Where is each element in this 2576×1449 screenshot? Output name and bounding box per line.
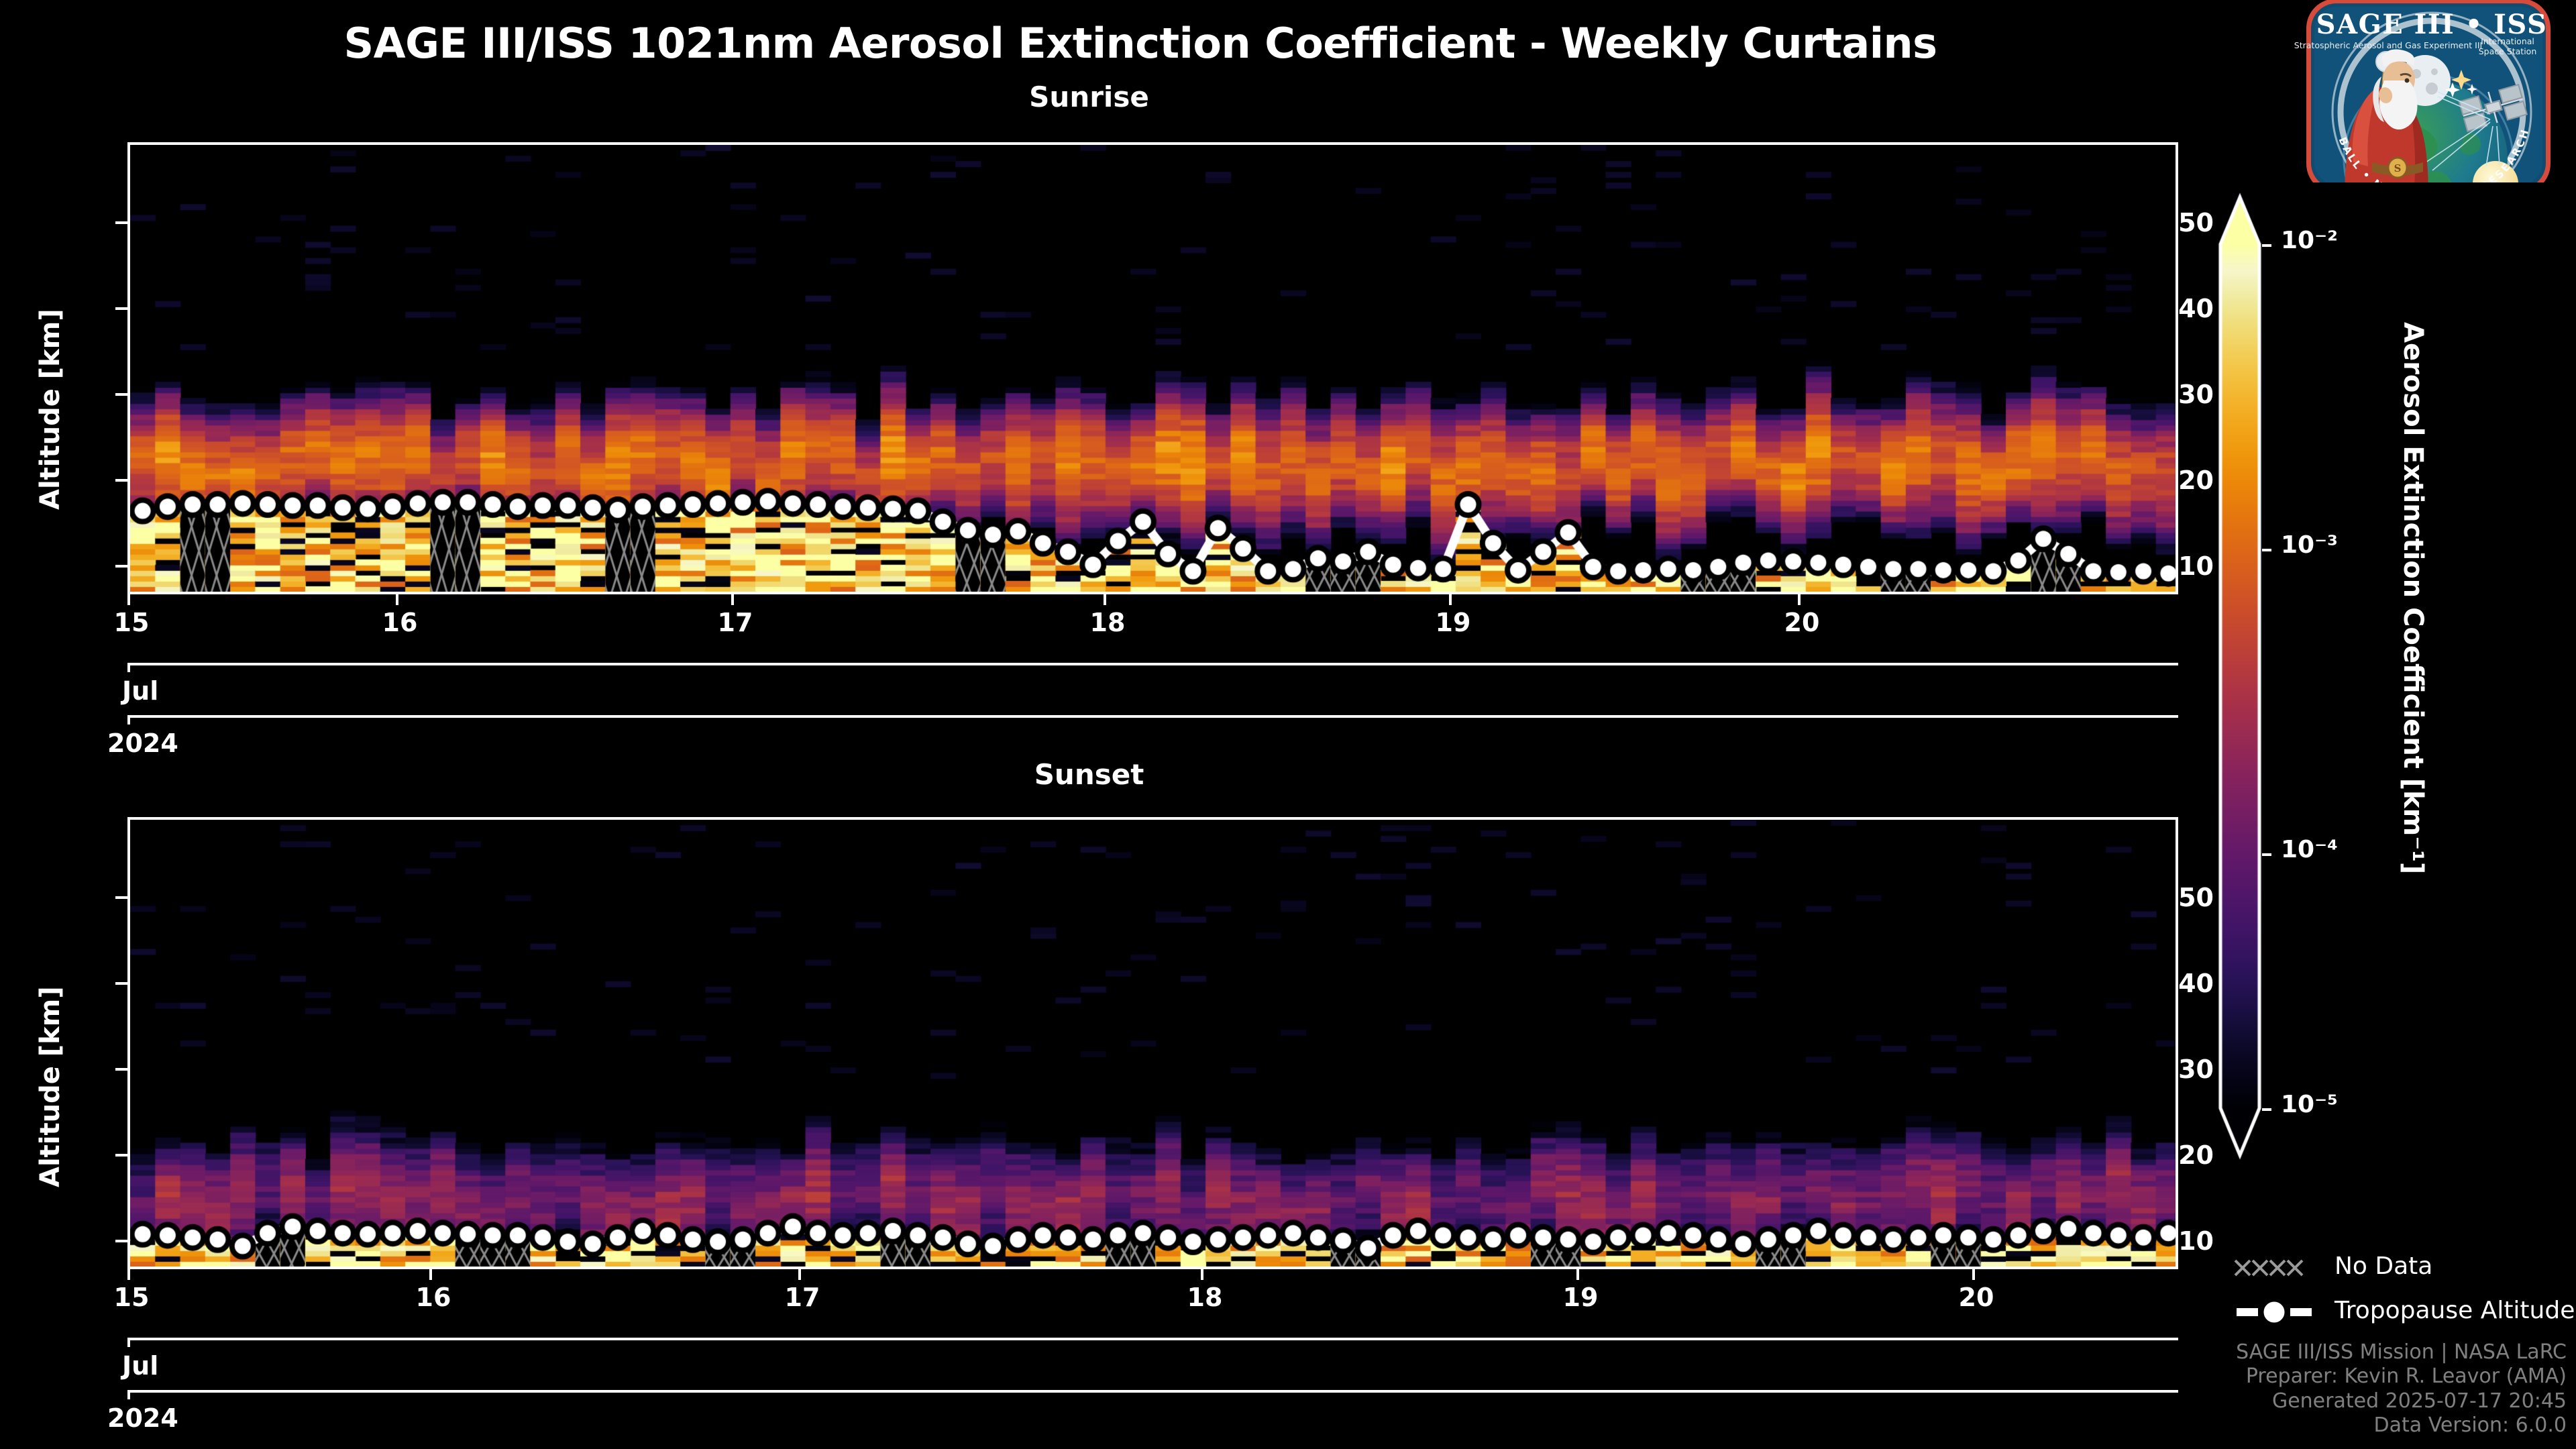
panel-sunrise: Sunrise Altitude [km] 50 40 30 20 10 15 … xyxy=(0,80,2214,758)
y-tick-sunset-50: 50 xyxy=(2178,883,2214,912)
cb-tickmark-0 xyxy=(2262,244,2271,247)
x-tick-sunset-19: 19 xyxy=(1562,1283,1599,1312)
x-tick-sunset-16: 16 xyxy=(415,1283,451,1312)
x-tickmark-sunset-2 xyxy=(798,1269,801,1280)
y-tickmark-sunrise-10 xyxy=(115,565,127,568)
x-tickmark-sunset-0 xyxy=(127,1269,130,1280)
legend: No Data Tropopause Altitude xyxy=(2234,1251,2575,1338)
panel-title-sunset: Sunset xyxy=(1034,758,1144,791)
y-tick-sunrise-40: 40 xyxy=(2178,294,2214,323)
x-tick-sunset-15: 15 xyxy=(113,1283,150,1312)
y-tickmark-sunrise-40 xyxy=(115,307,127,310)
logo-subtitle-right-2: Space Station xyxy=(2479,46,2537,56)
x-tickmark-sunrise-5 xyxy=(1798,594,1801,605)
colorbar-label: Aerosol Extinction Coefficient [km⁻¹] xyxy=(2398,322,2428,875)
y-tick-sunrise-50: 50 xyxy=(2178,208,2214,237)
x-tickmark-sunset-4 xyxy=(1576,1269,1579,1280)
sage-iii-iss-mission-patch-logo: S SAGE III • ISS Stratospheric Aerosol a… xyxy=(2289,0,2563,208)
cb-tick-label-1: 10⁻³ xyxy=(2281,531,2338,559)
x-tickmark-sunset-3 xyxy=(1201,1269,1203,1280)
x-axis-month-rule-sunset xyxy=(127,1338,2178,1340)
plot-area-sunrise xyxy=(127,142,2178,594)
y-tick-sunset-40: 40 xyxy=(2178,969,2214,998)
x-axis-year-tickmark-sunset xyxy=(127,1390,130,1399)
x-tick-sunrise-18: 18 xyxy=(1089,608,1126,637)
x-axis-month-tickmark-sunrise xyxy=(127,663,130,672)
svg-text:S: S xyxy=(2394,162,2402,174)
x-tickmark-sunset-5 xyxy=(1972,1269,1975,1280)
x-tick-sunrise-15: 15 xyxy=(113,608,150,637)
x-tick-sunrise-17: 17 xyxy=(717,608,753,637)
footer-line-preparer: Preparer: Kevin R. Leavor (AMA) xyxy=(2245,1364,2567,1389)
x-tickmark-sunrise-2 xyxy=(731,594,734,605)
y-tickmark-sunset-10 xyxy=(115,1240,127,1242)
y-tick-sunset-20: 20 xyxy=(2178,1140,2214,1170)
y-tick-sunrise-10: 10 xyxy=(2178,551,2214,581)
x-axis-year-label-sunset: 2024 xyxy=(107,1403,178,1433)
y-tick-sunrise-20: 20 xyxy=(2178,466,2214,495)
y-tickmark-sunset-30 xyxy=(115,1068,127,1071)
y-tick-sunrise-30: 30 xyxy=(2178,380,2214,409)
y-tickmark-sunset-50 xyxy=(115,896,127,899)
x-tickmark-sunrise-0 xyxy=(127,594,130,605)
cb-tickmark-3 xyxy=(2262,1108,2271,1111)
x-tick-sunset-18: 18 xyxy=(1187,1283,1223,1312)
x-axis-year-tickmark-sunrise xyxy=(127,715,130,724)
footer-line-mission: SAGE III/ISS Mission | NASA LaRC xyxy=(2236,1340,2567,1364)
plot-area-sunset xyxy=(127,817,2178,1269)
y-tickmark-sunrise-50 xyxy=(115,221,127,224)
colorbar: 10⁻² 10⁻³ 10⁻⁴ 10⁻⁵ Aerosol Extinction C… xyxy=(2214,188,2482,1174)
logo-subtitle-right-1: International xyxy=(2481,36,2534,46)
y-tickmark-sunset-40 xyxy=(115,982,127,985)
y-tickmark-sunset-20 xyxy=(115,1154,127,1157)
cb-tick-label-0: 10⁻² xyxy=(2281,227,2338,254)
x-tickmark-sunset-1 xyxy=(429,1269,432,1280)
dashed-circle-icon xyxy=(2237,1299,2312,1325)
legend-label-no-data: No Data xyxy=(2334,1252,2433,1280)
x-tick-sunset-17: 17 xyxy=(784,1283,820,1312)
x-tickmark-sunrise-4 xyxy=(1449,594,1452,605)
page-title: SAGE III/ISS 1021nm Aerosol Extinction C… xyxy=(343,19,1937,68)
y-tick-sunset-30: 30 xyxy=(2178,1055,2214,1084)
x-axis-year-label-sunrise: 2024 xyxy=(107,729,178,758)
x-tick-sunset-20: 20 xyxy=(1958,1283,1994,1312)
cb-tick-label-2: 10⁻⁴ xyxy=(2281,836,2338,863)
cb-tickmark-2 xyxy=(2262,853,2271,856)
cb-tick-label-3: 10⁻⁵ xyxy=(2281,1091,2338,1118)
mission-patch-svg: S SAGE III • ISS Stratospheric Aerosol a… xyxy=(2289,0,2551,208)
logo-subtitle-left: Stratospheric Aerosol and Gas Experiment… xyxy=(2294,40,2482,50)
x-axis-month-label-sunrise: Jul xyxy=(122,676,159,706)
x-tick-sunrise-16: 16 xyxy=(382,608,418,637)
x-tickmark-sunrise-3 xyxy=(1104,594,1106,605)
x-tick-sunrise-20: 20 xyxy=(1784,608,1820,637)
y-axis-label-sunset: Altitude [km] xyxy=(35,986,66,1187)
x-axis-month-label-sunset: Jul xyxy=(122,1351,159,1381)
heatmap-sunrise xyxy=(130,145,2176,592)
colorbar-gradient xyxy=(2214,188,2294,1167)
x-tickmark-sunrise-1 xyxy=(396,594,398,605)
cb-tickmark-1 xyxy=(2262,549,2271,551)
x-axis-year-rule-sunrise xyxy=(127,715,2178,718)
footer-credits: SAGE III/ISS Mission | NASA LaRC Prepare… xyxy=(1963,1340,2567,1438)
footer-line-generated: Generated 2025-07-17 20:45 xyxy=(2271,1389,2567,1413)
panel-sunset: Sunset Altitude [km] 50 40 30 20 10 15 1… xyxy=(0,758,2214,1436)
y-tickmark-sunrise-20 xyxy=(115,479,127,482)
x-tick-sunrise-19: 19 xyxy=(1435,608,1471,637)
y-tick-sunset-10: 10 xyxy=(2178,1226,2214,1256)
x-axis-year-rule-sunset xyxy=(127,1390,2178,1393)
footer-line-version: Data Version: 6.0.0 xyxy=(2373,1413,2567,1438)
y-tickmark-sunrise-30 xyxy=(115,393,127,396)
hatch-cross-icon xyxy=(2234,1259,2304,1277)
x-axis-month-tickmark-sunset xyxy=(127,1338,130,1347)
legend-label-tropopause: Tropopause Altitude xyxy=(2334,1297,2575,1324)
x-axis-month-rule-sunrise xyxy=(127,663,2178,665)
logo-title: SAGE III • ISS xyxy=(2316,9,2548,40)
heatmap-sunset xyxy=(130,820,2176,1267)
panel-title-sunrise: Sunrise xyxy=(1029,80,1149,113)
y-axis-label-sunrise: Altitude [km] xyxy=(35,309,66,510)
